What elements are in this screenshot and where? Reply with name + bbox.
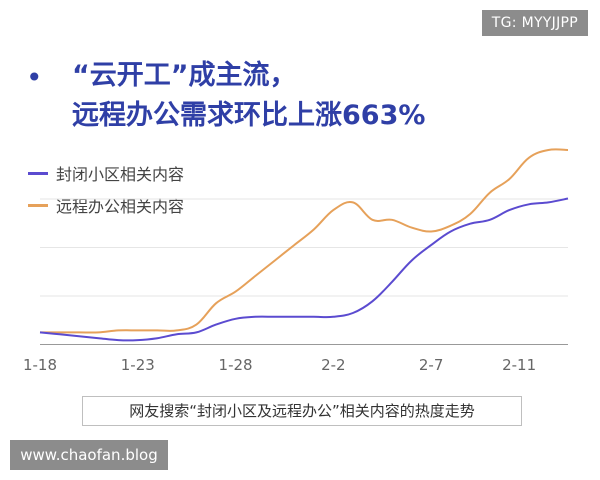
headline-line2: 远程办公需求环比上涨663% — [72, 100, 426, 131]
chart-caption: 网友搜索“封闭小区及远程办公”相关内容的热度走势 — [82, 396, 522, 426]
legend-swatch-remote — [28, 203, 48, 207]
series-line-remote-work — [39, 148, 569, 334]
legend-item-closed: 封闭小区相关内容 — [28, 160, 184, 186]
legend-swatch-closed — [28, 171, 48, 175]
chart-legend: 封闭小区相关内容 远程办公相关内容 — [28, 160, 184, 224]
x-tick-label-2: 1-28 — [219, 356, 253, 374]
tg-badge: TG: MYYJJPP — [481, 10, 588, 36]
watermark: www.chaofan.blog — [10, 440, 168, 470]
legend-label-remote: 远程办公相关内容 — [56, 197, 185, 216]
headline-line1: “云开工”成主流， — [72, 60, 297, 91]
x-tick-label-4: 2-7 — [419, 356, 444, 374]
headline-bullet: • — [26, 61, 43, 94]
x-tick-label-3: 2-2 — [321, 356, 346, 374]
legend-label-closed: 封闭小区相关内容 — [56, 165, 185, 184]
legend-item-remote: 远程办公相关内容 — [28, 192, 184, 218]
x-tick-label-0: 1-18 — [23, 356, 57, 374]
x-tick-label-5: 2-11 — [502, 356, 536, 374]
x-tick-label-1: 1-23 — [121, 356, 155, 374]
series-line-closed-community — [39, 197, 569, 342]
